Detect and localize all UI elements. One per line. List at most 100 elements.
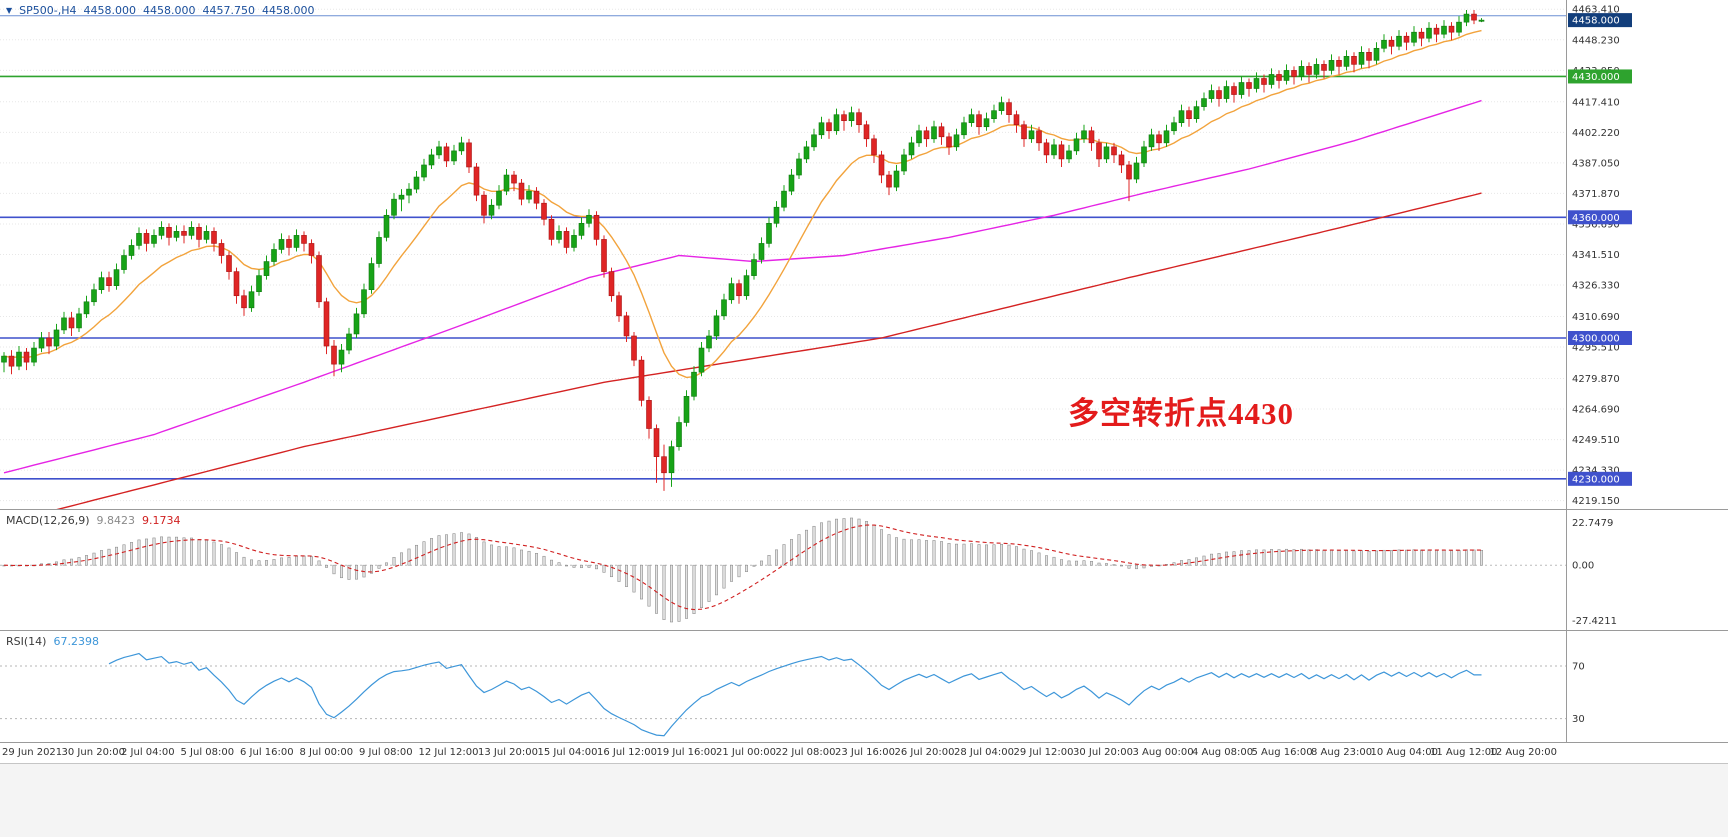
- candle-body: [706, 335, 712, 349]
- candle-body: [1328, 60, 1335, 71]
- price-tag-label: 4458.000: [1572, 16, 1620, 27]
- price-tag-label: 4360.000: [1572, 213, 1620, 224]
- macd-bar: [774, 549, 778, 566]
- macd-bar: [1405, 549, 1409, 566]
- rsi-level-label: 30: [1572, 714, 1585, 725]
- candle-body: [98, 277, 105, 291]
- macd-bar: [1240, 550, 1244, 566]
- macd-indicator-chart[interactable]: 22.7479 0.00 -27.4211: [0, 510, 1728, 630]
- candle-body: [961, 122, 967, 136]
- macd-bar: [1397, 549, 1401, 566]
- macd-bar: [1135, 564, 1139, 570]
- macd-bar: [1217, 553, 1221, 566]
- macd-bar: [497, 546, 501, 566]
- macd-bar: [77, 557, 81, 566]
- macd-bar: [624, 564, 628, 587]
- macd-bar: [999, 543, 1003, 566]
- macd-bar: [1375, 550, 1379, 566]
- macd-bar: [175, 536, 179, 566]
- macd-bar: [1067, 560, 1071, 566]
- candle-body: [1028, 130, 1035, 140]
- candle-body: [1066, 150, 1072, 160]
- macd-bar: [354, 564, 358, 580]
- candle-body: [511, 174, 517, 184]
- price-tag-box: [1568, 69, 1632, 84]
- price-chart[interactable]: 4463.4104448.2304433.0504417.4104402.220…: [0, 0, 1728, 509]
- macd-bar: [1030, 550, 1034, 566]
- price-tag-label: 4230.000: [1572, 474, 1620, 485]
- x-axis-label: 11 Aug 12:00: [1430, 747, 1498, 758]
- macd-bar: [789, 539, 793, 566]
- macd-bar: [902, 538, 906, 566]
- macd-bar: [587, 564, 591, 568]
- macd-scale-zero: 0.00: [1572, 561, 1594, 572]
- candle-body: [533, 190, 540, 204]
- y-axis-label: 4448.230: [1572, 35, 1620, 46]
- y-axis-label: 4417.410: [1572, 97, 1620, 108]
- macd-bar: [722, 564, 726, 589]
- candle-body: [518, 182, 525, 200]
- macd-bar: [887, 534, 891, 566]
- panel-separator[interactable]: [0, 630, 1728, 631]
- macd-bar: [864, 521, 868, 566]
- candle-body: [481, 194, 487, 216]
- candle-body: [616, 295, 622, 317]
- ma-mid-line: [3, 99, 1482, 474]
- candle-body: [1433, 27, 1440, 35]
- macd-bar: [85, 555, 89, 566]
- candle-body: [743, 275, 750, 297]
- macd-bar: [947, 543, 951, 566]
- candle-body: [1456, 21, 1462, 33]
- candle-body: [766, 223, 772, 244]
- candle-body: [1366, 52, 1372, 61]
- candle-body: [376, 237, 382, 264]
- candle-body: [1073, 138, 1080, 152]
- macd-bar: [1352, 550, 1356, 566]
- candles-layer: [1, 10, 1485, 491]
- macd-bar: [1457, 550, 1461, 566]
- candle-body: [188, 227, 195, 236]
- rsi-indicator-chart[interactable]: 70 30: [0, 631, 1728, 742]
- macd-bar: [482, 541, 486, 566]
- macd-bar: [287, 557, 291, 566]
- candle-body: [263, 261, 270, 276]
- candle-body: [1126, 164, 1132, 180]
- candle-body: [803, 146, 810, 160]
- y-axis-label: 4219.150: [1572, 496, 1620, 507]
- candle-body: [181, 231, 187, 236]
- candle-body: [878, 154, 885, 176]
- macd-bar: [1105, 563, 1109, 566]
- macd-bar: [399, 552, 403, 566]
- macd-bar: [1262, 549, 1266, 566]
- candle-body: [1178, 110, 1185, 124]
- macd-bar: [1315, 549, 1319, 566]
- macd-bar: [130, 542, 134, 566]
- candle-body: [841, 114, 847, 122]
- macd-bar: [182, 537, 186, 566]
- symbol-dropdown-icon[interactable]: ▼: [6, 6, 13, 15]
- candle-body: [293, 235, 300, 248]
- panel-separator[interactable]: [0, 509, 1728, 510]
- candle-body: [1021, 124, 1027, 140]
- macd-bar: [1337, 550, 1341, 566]
- macd-bar: [1330, 549, 1334, 566]
- macd-bar: [1097, 562, 1101, 566]
- candle-body: [428, 154, 435, 166]
- candle-body: [1298, 66, 1305, 77]
- candle-body: [1306, 66, 1312, 75]
- price-tag-label: 4430.000: [1572, 72, 1620, 83]
- macd-bar: [647, 564, 651, 607]
- candle-body: [998, 102, 1005, 111]
- candle-body: [8, 355, 15, 367]
- candle-body: [413, 176, 420, 190]
- candle-body: [1096, 142, 1102, 160]
- macd-bar: [714, 564, 718, 596]
- candle-body: [53, 329, 60, 347]
- macd-bar: [834, 518, 838, 566]
- candle-body: [301, 235, 307, 244]
- time-axis[interactable]: 29 Jun 2021 30 Jun 20:00 2 Jul 04:00 5 Jul …: [0, 743, 1728, 763]
- candle-body: [916, 130, 922, 144]
- macd-bar: [1112, 564, 1116, 566]
- macd-bar: [1052, 556, 1056, 566]
- candle-body: [1216, 90, 1222, 99]
